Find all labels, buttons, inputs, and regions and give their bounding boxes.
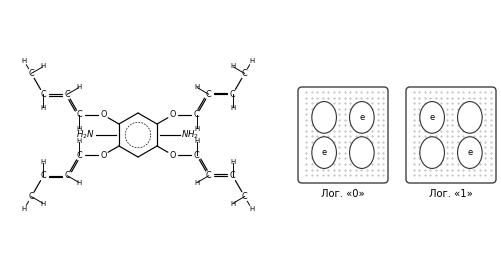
Ellipse shape bbox=[349, 102, 373, 133]
Text: C: C bbox=[64, 171, 70, 180]
Text: H: H bbox=[41, 201, 46, 207]
Ellipse shape bbox=[311, 137, 336, 169]
Text: C: C bbox=[64, 90, 70, 99]
Text: H: H bbox=[41, 105, 46, 111]
Text: $H_2N$: $H_2N$ bbox=[76, 129, 95, 141]
Text: H: H bbox=[229, 201, 234, 207]
Text: H: H bbox=[248, 206, 254, 212]
Text: e: e bbox=[359, 113, 364, 122]
Text: C: C bbox=[41, 171, 46, 180]
Text: O: O bbox=[169, 150, 175, 160]
Text: Лог. «0»: Лог. «0» bbox=[321, 189, 364, 199]
Text: H: H bbox=[248, 58, 254, 64]
Text: H: H bbox=[77, 138, 82, 144]
Ellipse shape bbox=[349, 137, 373, 169]
Text: H: H bbox=[77, 84, 82, 90]
Text: H: H bbox=[193, 180, 199, 186]
Text: H: H bbox=[22, 206, 27, 212]
Text: e: e bbox=[466, 148, 471, 157]
Text: C: C bbox=[29, 69, 34, 78]
Text: H: H bbox=[193, 84, 199, 90]
Text: e: e bbox=[321, 148, 326, 157]
Text: H: H bbox=[41, 63, 46, 69]
Text: Лог. «1»: Лог. «1» bbox=[428, 189, 472, 199]
Text: H: H bbox=[229, 159, 235, 165]
Ellipse shape bbox=[456, 102, 481, 133]
Ellipse shape bbox=[419, 102, 443, 133]
Text: C: C bbox=[241, 192, 247, 201]
Text: O: O bbox=[169, 111, 175, 120]
FancyBboxPatch shape bbox=[405, 87, 495, 183]
Text: C: C bbox=[193, 150, 199, 160]
Ellipse shape bbox=[419, 137, 443, 169]
Text: H: H bbox=[193, 126, 199, 132]
Text: C: C bbox=[241, 69, 247, 78]
Text: C: C bbox=[76, 111, 82, 120]
Text: e: e bbox=[429, 113, 434, 122]
Text: H: H bbox=[77, 180, 82, 186]
Text: O: O bbox=[100, 150, 106, 160]
Text: C: C bbox=[193, 111, 199, 120]
Text: C: C bbox=[205, 171, 211, 180]
Text: H: H bbox=[41, 159, 46, 165]
Text: $NH_2$: $NH_2$ bbox=[181, 129, 199, 141]
Text: H: H bbox=[193, 138, 199, 144]
Ellipse shape bbox=[311, 102, 336, 133]
Text: C: C bbox=[76, 150, 82, 160]
Text: C: C bbox=[229, 90, 235, 99]
Text: H: H bbox=[77, 126, 82, 132]
Text: H: H bbox=[22, 58, 27, 64]
Text: H: H bbox=[229, 105, 235, 111]
Ellipse shape bbox=[456, 137, 481, 169]
Text: C: C bbox=[229, 171, 235, 180]
Text: C: C bbox=[41, 90, 46, 99]
Text: C: C bbox=[29, 192, 34, 201]
FancyBboxPatch shape bbox=[298, 87, 387, 183]
Text: C: C bbox=[205, 90, 211, 99]
Text: H: H bbox=[229, 63, 234, 69]
Text: O: O bbox=[100, 111, 106, 120]
